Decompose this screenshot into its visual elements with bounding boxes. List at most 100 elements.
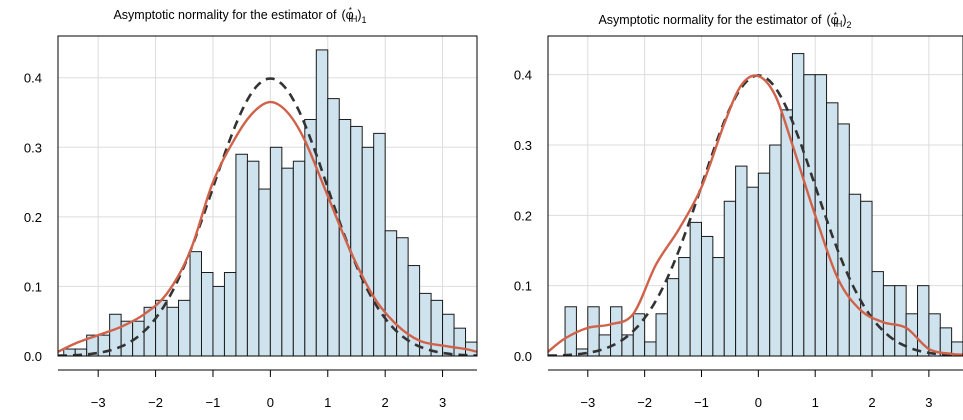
title-symbol: (φ	[826, 13, 838, 27]
histogram-bar	[564, 306, 577, 356]
histogram-bar	[327, 98, 340, 356]
histogram-bar	[689, 221, 702, 356]
kernel-density-curve	[58, 100, 477, 353]
title-symbol: (φ	[341, 8, 353, 22]
x-tick-label: −3	[91, 395, 106, 410]
histogram-bar	[315, 49, 329, 356]
histogram-bars	[564, 53, 963, 356]
histogram-bar	[384, 230, 398, 356]
histogram-bar	[723, 200, 737, 356]
x-tick-label: 3	[439, 395, 446, 410]
histogram-bar	[258, 188, 271, 356]
histogram-bar	[246, 160, 260, 356]
x-tick-label: 3	[925, 395, 932, 410]
x-tick-label: 0	[755, 395, 762, 410]
y-tick-label: 0.1	[514, 279, 532, 294]
y-tick-label: 0.2	[514, 208, 532, 223]
x-tick-label: −3	[580, 395, 595, 410]
y-tick-label: 0.1	[24, 279, 42, 294]
histogram-panel-2: Asymptotic normality for the estimator o…	[514, 11, 963, 410]
y-tick-label: 0.4	[24, 71, 42, 86]
histogram-bar	[534, 349, 545, 356]
histogram-bar	[678, 257, 691, 356]
chart-title-1: Asymptotic normality for the estimator o…	[113, 6, 366, 25]
histogram-bar	[361, 146, 375, 356]
histogram-bar	[837, 123, 850, 356]
histogram-bar	[814, 74, 828, 356]
title-superscript: *	[349, 6, 352, 15]
y-tick-label: 0.3	[514, 138, 532, 153]
histogram-bars	[63, 49, 545, 356]
histogram-bar	[430, 299, 444, 356]
histogram-bar	[826, 102, 839, 356]
x-tick-label: 2	[868, 395, 875, 410]
chart-title-2: Asymptotic normality for the estimator o…	[598, 11, 851, 30]
histogram-bar	[281, 167, 294, 356]
histogram-bar	[882, 285, 896, 356]
x-tick-label: 1	[812, 395, 819, 410]
histogram-bar	[442, 313, 455, 356]
histogram-bar	[143, 306, 157, 356]
title-subscript-inner: H	[351, 14, 358, 24]
title-close: )	[842, 13, 846, 27]
histogram-bar	[223, 272, 237, 356]
histogram-bar	[189, 251, 202, 356]
title-subscript-outer: 2	[847, 20, 852, 30]
histogram-bar	[655, 313, 668, 356]
histogram-bar	[803, 74, 816, 356]
chart-title-text: Asymptotic normality for the estimator o…	[598, 13, 822, 27]
histogram-bar	[644, 341, 657, 356]
x-tick-label: −2	[148, 395, 163, 410]
histogram-bar	[712, 257, 725, 356]
histogram-bar	[598, 334, 612, 356]
kernel-density-curve	[548, 74, 963, 356]
histogram-bar	[235, 153, 248, 356]
histogram-bar	[212, 285, 225, 356]
histogram-bar	[780, 109, 793, 356]
y-tick-label: 0.4	[514, 68, 532, 83]
histogram-bar	[757, 172, 771, 356]
histogram-bar	[407, 265, 421, 356]
histogram-bar	[587, 306, 600, 356]
x-tick-label: 0	[267, 395, 274, 410]
histogram-bar	[871, 271, 884, 356]
y-tick-label: 0.0	[24, 349, 42, 364]
histogram-bar	[453, 327, 467, 356]
histogram-bar	[746, 186, 759, 356]
histogram-bar	[791, 53, 805, 356]
histogram-bar	[292, 160, 306, 356]
histogram-bar	[350, 125, 363, 356]
y-axis: 0.0 0.1 0.2 0.3 0.4	[514, 68, 532, 364]
histogram-panel-1: Asymptotic normality for the estimator o…	[24, 6, 545, 410]
histogram-bar	[700, 235, 714, 356]
histogram-bar	[735, 165, 748, 356]
x-tick-label: 2	[382, 395, 389, 410]
histogram-bar	[166, 306, 180, 356]
y-tick-label: 0.2	[24, 210, 42, 225]
histogram-bar	[848, 193, 862, 356]
x-axis: −3 −2 −1 0 1 2 3	[548, 369, 963, 410]
histogram-bar	[476, 341, 477, 356]
title-superscript: *	[834, 11, 837, 20]
plot-frame	[57, 35, 478, 357]
y-axis: 0.0 0.1 0.2 0.3 0.4	[24, 71, 42, 364]
histogram-bar	[200, 272, 214, 356]
y-tick-label: 0.0	[514, 349, 532, 364]
histogram-bar	[373, 132, 386, 356]
histogram-bar	[666, 278, 680, 356]
chart-title-text: Asymptotic normality for the estimator o…	[113, 8, 337, 22]
x-tick-label: −2	[637, 395, 652, 410]
histogram-bar	[610, 306, 623, 356]
plot-frame	[547, 35, 963, 357]
x-axis: −3 −2 −1 0 1 2 3	[58, 369, 477, 410]
histogram-bar	[860, 200, 873, 356]
histogram-bar	[269, 146, 283, 356]
histogram-bar	[769, 144, 782, 356]
title-subscript-inner: H	[836, 19, 843, 29]
histogram-bar	[488, 349, 499, 356]
x-tick-label: −1	[206, 395, 221, 410]
normal-density-curve	[58, 77, 477, 356]
x-tick-label: 1	[324, 395, 331, 410]
title-close: )	[357, 8, 361, 22]
